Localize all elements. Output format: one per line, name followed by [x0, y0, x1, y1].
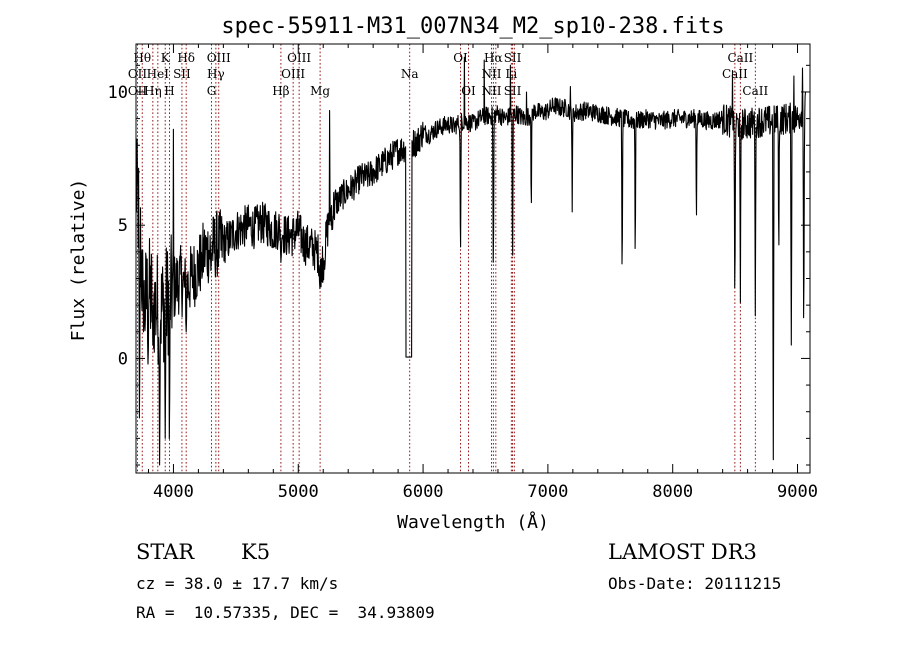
line-marker-label: NII — [481, 84, 501, 98]
x-tick-label: 5000 — [278, 482, 319, 502]
x-tick-label: 7000 — [527, 482, 568, 502]
line-marker-label: CaII — [742, 84, 768, 98]
y-tick-label: 0 — [118, 349, 128, 369]
y-axis-label: Flux (relative) — [68, 179, 89, 342]
x-tick-label: 9000 — [777, 482, 818, 502]
line-marker-label: SII — [504, 51, 522, 65]
x-axis-label: Wavelength (Å) — [397, 511, 549, 533]
spectrum-chart: spec-55911-M31_007N34_M2_sp10-238.fits O… — [68, 14, 818, 533]
line-marker-label: OII — [128, 84, 148, 98]
line-marker-label: Hα — [484, 51, 503, 65]
line-marker-label: OIII — [287, 51, 311, 65]
x-tick-label: 6000 — [403, 482, 444, 502]
line-marker-label: OIII — [281, 67, 305, 81]
emission-line-labels: OII OII Hθ Hη HeI K H SII Hδ G Hγ OIII Hβ OIII OIII Mg N… — [128, 51, 769, 98]
line-marker-label: Mg — [310, 84, 330, 98]
line-marker-label: H — [164, 84, 174, 98]
line-marker-label: Hθ — [133, 51, 151, 65]
line-marker-label: Na — [401, 67, 419, 81]
line-marker-label: OI — [453, 51, 468, 65]
line-marker-label: Hη — [144, 84, 162, 98]
line-marker-label: CaII — [722, 67, 748, 81]
line-marker-label: OIII — [207, 51, 231, 65]
line-marker-label: K — [161, 51, 171, 65]
emission-line-markers — [137, 44, 756, 473]
object-class: STAR — [136, 540, 195, 564]
plot-frame — [135, 43, 811, 474]
chart-title: spec-55911-M31_007N34_M2_sp10-238.fits — [221, 14, 724, 39]
spectral-subclass: K5 — [241, 540, 271, 564]
line-marker-label: OI — [461, 84, 476, 98]
x-tick-label: 4000 — [153, 482, 194, 502]
axis-ticks: 4000 5000 6000 7000 8000 9000 0 5 10 — [108, 44, 818, 502]
line-marker-label: G — [207, 84, 217, 98]
line-marker-label: SII — [504, 84, 522, 98]
line-marker-label: CaII — [727, 51, 753, 65]
line-marker-label: Hβ — [272, 84, 289, 98]
spectrum-line — [135, 56, 807, 466]
redshift-readout: cz = 38.0 ± 17.7 km/s — [136, 574, 339, 593]
y-tick-label: 5 — [118, 216, 128, 236]
line-marker-label: Hγ — [207, 67, 225, 81]
observation-date: Obs-Date: 20111215 — [608, 574, 782, 593]
y-tick-label: 10 — [108, 83, 128, 103]
line-marker-label: HeI — [147, 67, 170, 81]
line-marker-label: NII — [481, 67, 501, 81]
line-marker-label: Li — [505, 67, 517, 81]
survey-name: LAMOST DR3 — [608, 540, 757, 564]
line-marker-label: Hδ — [177, 51, 195, 65]
line-marker-label: SII — [173, 67, 191, 81]
line-marker-label: OII — [128, 67, 148, 81]
sky-coordinates: RA = 10.57335, DEC = 34.93809 — [136, 603, 435, 622]
x-tick-label: 8000 — [652, 482, 693, 502]
